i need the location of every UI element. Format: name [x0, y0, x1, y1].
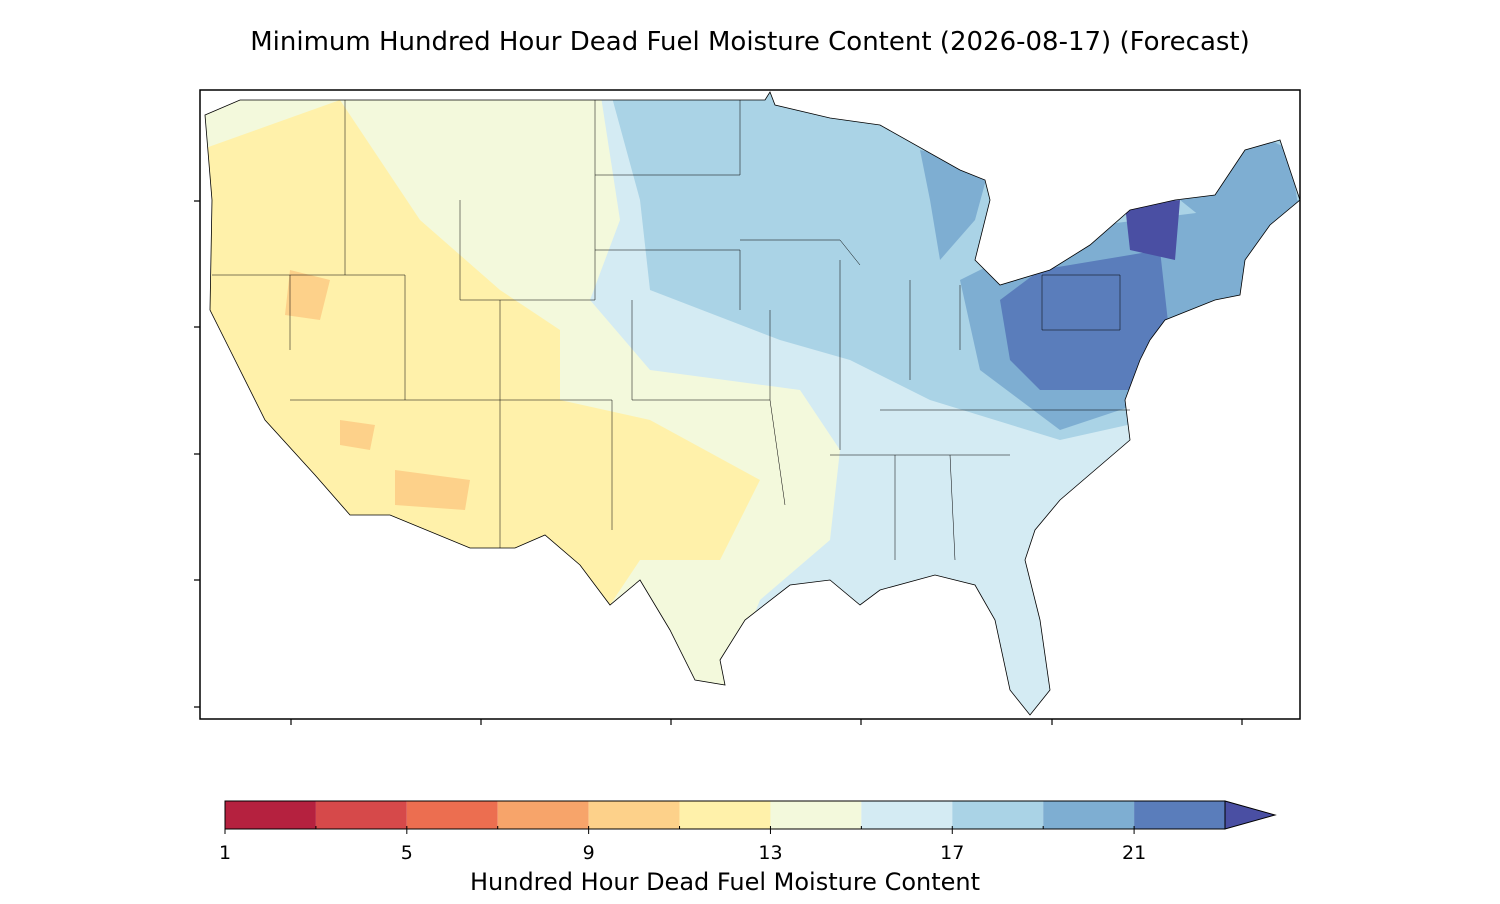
colorbar-bin — [315, 801, 407, 829]
zone — [1125, 200, 1180, 260]
colorbar-tick-label: 1 — [219, 842, 231, 864]
colorbar-bin — [861, 801, 953, 829]
frame-ticks — [194, 200, 1243, 725]
colorbar-bin — [588, 801, 680, 829]
colorbar-outline — [224, 800, 1226, 830]
colorbar-bin — [225, 801, 316, 829]
colorbar-label: Hundred Hour Dead Fuel Moisture Content — [470, 868, 980, 896]
zone — [205, 100, 760, 620]
colorbar-bin — [406, 801, 498, 829]
title: Minimum Hundred Hour Dead Fuel Moisture … — [250, 27, 1250, 57]
colorbar-tick-label: 13 — [758, 842, 782, 864]
colorbar-bin — [497, 801, 589, 829]
coastline — [204, 91, 1301, 716]
colorbar-bin — [770, 801, 862, 829]
zone — [1000, 250, 1170, 390]
colorbar: 1 5 9 13 17 21 — [219, 800, 1277, 864]
colorbar-bin — [679, 801, 771, 829]
state-lines — [212, 100, 1130, 561]
colorbar-extend — [1224, 800, 1277, 830]
zone — [285, 270, 470, 510]
colorbar-tick-label: 17 — [940, 842, 964, 864]
colorbar-bin — [1043, 801, 1135, 829]
colorbar-tick-label: 21 — [1122, 842, 1146, 864]
map-frame — [199, 89, 1301, 720]
map-fill — [205, 92, 1300, 715]
colorbar-tick-label: 9 — [583, 842, 595, 864]
colorbar-tick-label: 5 — [401, 842, 413, 864]
colorbar-bin — [952, 801, 1044, 829]
colorbar-bin — [1134, 801, 1225, 829]
